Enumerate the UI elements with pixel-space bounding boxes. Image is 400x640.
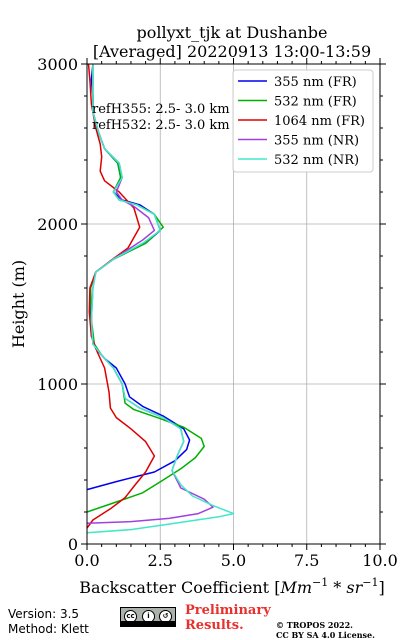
method-text: Method: Klett — [8, 622, 89, 636]
y-tick-label-2: 2000 — [37, 215, 78, 234]
cc-icon: cc — [124, 610, 137, 623]
profile-chart: pollyxt_tjk at Dushanbe [Averaged] 20220… — [9, 23, 398, 597]
y-tick-labels: 0 1000 2000 3000 — [37, 55, 78, 554]
preliminary-results-text: Preliminary Results. — [185, 603, 271, 633]
x-axis-label: Backscatter Coefficient [Mm−1 * sr−1] — [79, 576, 384, 597]
refh355-annotation: refH355: 2.5- 3.0 km — [92, 102, 230, 117]
y-tick-label-0: 0 — [68, 535, 78, 554]
series-lines — [86, 63, 235, 534]
legend-label-3: 355 nm (NR) — [274, 134, 359, 149]
legend-label-2: 1064 nm (FR) — [274, 114, 365, 129]
series-line-2 — [86, 63, 156, 529]
chart-subtitle: [Averaged] 20220913 13:00-13:59 — [93, 42, 371, 61]
legend-label-0: 355 nm (FR) — [274, 75, 357, 90]
x-tick-labels: 0.0 2.5 5.0 7.5 10.0 — [74, 551, 398, 570]
version-text: Version: 3.5 — [8, 607, 80, 621]
x-tick-label-3: 7.5 — [294, 551, 319, 570]
x-tick-label-4: 10.0 — [362, 551, 398, 570]
legend-label-4: 532 nm (NR) — [274, 153, 359, 168]
y-axis-label: Height (m) — [9, 260, 28, 348]
y-tick-label-3: 3000 — [37, 55, 78, 74]
series-line-4 — [86, 64, 235, 534]
copyright-text: © TROPOS 2022. CC BY SA 4.0 License. — [276, 620, 375, 640]
legend-label-1: 532 nm (FR) — [274, 95, 357, 110]
legend: 355 nm (FR) 532 nm (FR) 1064 nm (FR) 355 nm… — [232, 69, 374, 173]
legend-box — [232, 69, 374, 173]
chart-title: pollyxt_tjk at Dushanbe — [136, 23, 327, 42]
refh532-annotation: refH532: 2.5- 3.0 km — [92, 118, 230, 133]
x-tick-label-2: 5.0 — [221, 551, 246, 570]
y-tick-label-1: 1000 — [37, 375, 78, 394]
x-tick-label-0: 0.0 — [74, 551, 99, 570]
x-tick-label-1: 2.5 — [148, 551, 173, 570]
axes-frame — [81, 58, 386, 550]
cc-license-badge: cc i ↺ — [120, 607, 176, 627]
